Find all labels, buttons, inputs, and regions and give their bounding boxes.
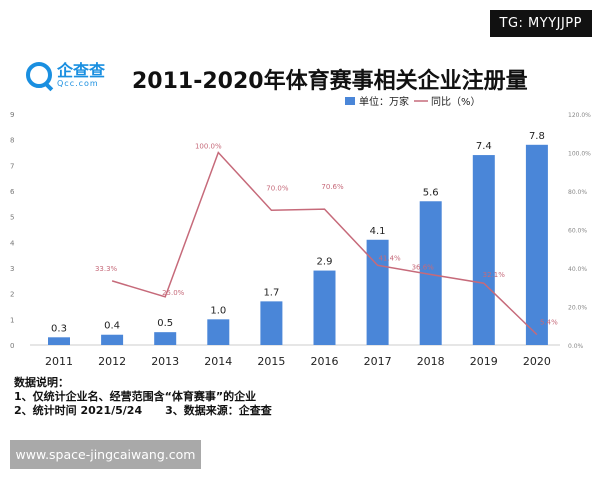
line-label-2018: 36.6% <box>412 264 435 272</box>
x-tick-label: 2011 <box>45 355 73 368</box>
bar-label-2013: 0.5 <box>157 318 173 329</box>
legend-bar-swatch <box>345 97 355 105</box>
right-tick-label: 60.0% <box>568 228 587 235</box>
left-tick-label: 5 <box>10 214 14 222</box>
right-tick-label: 0.0% <box>568 343 584 350</box>
left-tick-label: 6 <box>10 188 15 196</box>
notes-heading: 数据说明： <box>14 376 69 389</box>
right-tick-label: 20.0% <box>568 305 587 312</box>
x-tick-label: 2020 <box>523 355 551 368</box>
left-tick-label: 2 <box>10 291 14 299</box>
line-label-2012: 33.3% <box>95 265 118 273</box>
x-tick-label: 2016 <box>311 355 339 368</box>
bar-2015 <box>260 301 283 345</box>
line-label-2016: 70.6% <box>321 183 344 191</box>
left-tick-label: 7 <box>10 162 14 170</box>
left-tick-label: 8 <box>10 137 14 145</box>
notes-line-2: 2、统计时间 2021/5/24 3、数据来源：企查查 <box>14 404 272 417</box>
left-tick-label: 0 <box>10 342 14 350</box>
x-tick-label: 2015 <box>257 355 285 368</box>
bar-label-2019: 7.4 <box>476 141 492 152</box>
bar-label-2017: 4.1 <box>370 226 386 237</box>
left-tick-label: 9 <box>10 111 14 119</box>
qcc-logo: 企查查 Qcc.com <box>26 62 105 88</box>
bar-label-2014: 1.0 <box>210 305 226 316</box>
bar-label-2020: 7.8 <box>529 131 545 142</box>
bar-2018 <box>419 201 442 345</box>
legend-line-label: 同比（%） <box>431 96 481 108</box>
bar-label-2015: 1.7 <box>263 287 279 298</box>
data-notes: 数据说明： 1、仅统计企业名、经营范围含“体育赛事”的企业 2、统计时间 202… <box>14 376 272 418</box>
x-tick-label: 2019 <box>470 355 498 368</box>
bar-2016 <box>313 270 336 345</box>
logo-sub: Qcc.com <box>57 78 99 88</box>
bar-label-2018: 5.6 <box>423 187 439 198</box>
x-tick-label: 2018 <box>417 355 445 368</box>
yoy-line <box>111 151 538 336</box>
qcc-logo-icon <box>26 62 52 88</box>
line-label-2013: 25.0% <box>162 289 185 297</box>
line-label-2015: 70.0% <box>266 184 289 192</box>
x-tick-label: 2014 <box>204 355 232 368</box>
bar-2011 <box>48 337 70 345</box>
right-tick-label: 100.0% <box>568 151 591 158</box>
left-tick-label: 1 <box>10 316 14 324</box>
notes-line-1: 1、仅统计企业名、经营范围含“体育赛事”的企业 <box>14 390 257 403</box>
right-tick-label: 40.0% <box>568 266 587 273</box>
bar-label-2016: 2.9 <box>317 257 333 268</box>
bar-label-2011: 0.3 <box>51 323 67 334</box>
line-label-2014: 100.0% <box>195 143 222 151</box>
legend-bar-label: 单位：万家 <box>359 95 409 108</box>
logo-name: 企查查 <box>57 60 106 80</box>
left-tick-label: 4 <box>10 239 15 247</box>
bar-2012 <box>101 334 124 345</box>
telegram-badge: TG: MYYJJPP <box>489 10 592 37</box>
x-tick-label: 2012 <box>98 355 126 368</box>
x-tick-label: 2017 <box>364 355 392 368</box>
bar-label-2012: 0.4 <box>104 321 120 332</box>
line-label-2020: 5.4% <box>540 319 558 327</box>
line-label-2017: 41.4% <box>378 254 401 262</box>
x-tick-label: 2013 <box>151 355 179 368</box>
chart-title: 2011-2020年体育赛事相关企业注册量 <box>132 69 528 94</box>
bar-2014 <box>207 319 230 345</box>
watermark: www.space-jingcaiwang.com <box>10 440 201 469</box>
right-tick-label: 80.0% <box>568 189 587 196</box>
line-label-2019: 32.1% <box>483 271 506 279</box>
bar-2020 <box>525 144 548 345</box>
right-tick-label: 120.0% <box>568 112 591 119</box>
bar-2019 <box>472 155 495 345</box>
left-tick-label: 3 <box>10 265 14 273</box>
bar-2013 <box>154 332 177 345</box>
